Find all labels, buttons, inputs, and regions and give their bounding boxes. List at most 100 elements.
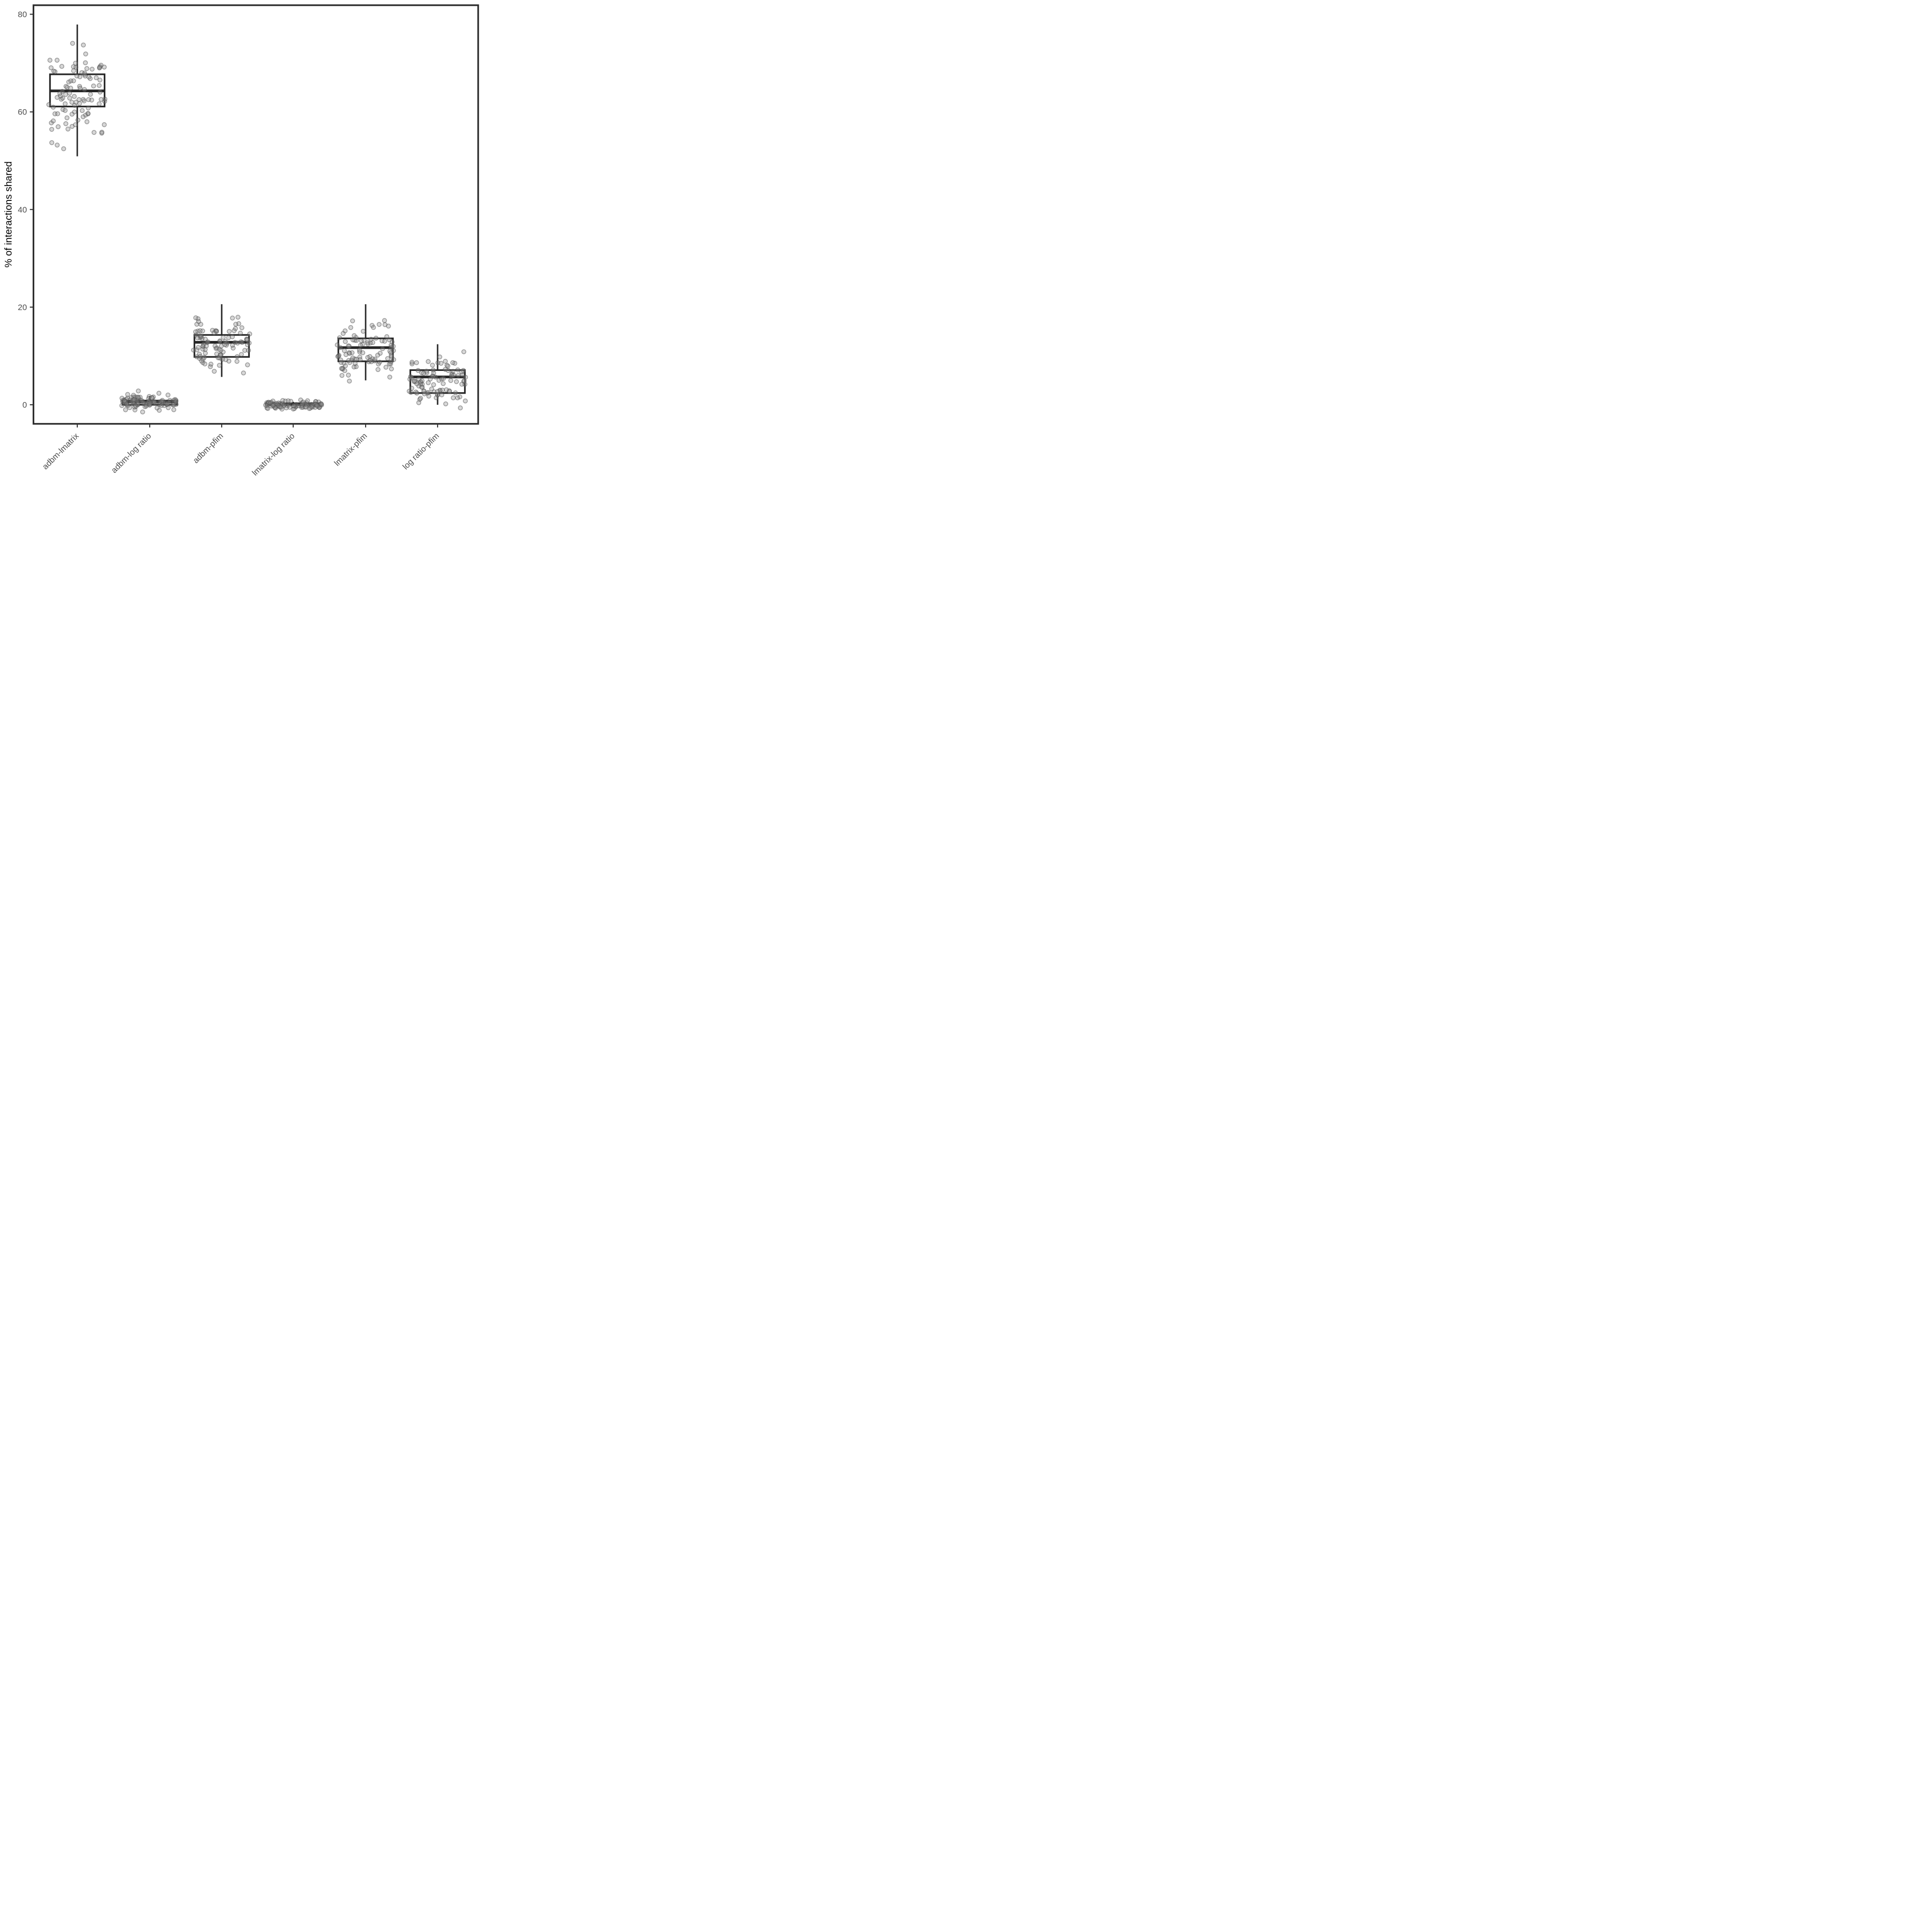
y-tick-label: 60 <box>18 108 27 117</box>
jitter-point <box>433 374 438 380</box>
jitter-point <box>147 402 152 408</box>
jitter-point <box>436 378 441 383</box>
jitter-point <box>365 341 370 347</box>
jitter-point <box>407 388 412 394</box>
jitter-point <box>194 354 199 359</box>
jitter-point <box>71 94 77 99</box>
jitter-point <box>135 394 141 400</box>
jitter-point <box>80 108 85 113</box>
jitter-point <box>122 398 127 404</box>
jitter-point <box>448 378 454 383</box>
jitter-point <box>463 398 468 404</box>
jitter-point <box>155 405 160 411</box>
jitter-point <box>426 380 431 385</box>
jitter-point <box>64 85 70 90</box>
jitter-point <box>219 343 224 349</box>
jitter-point <box>389 366 394 371</box>
jitter-point <box>385 356 390 361</box>
jitter-point <box>314 403 320 409</box>
jitter-point <box>214 328 219 334</box>
jitter-point <box>97 77 102 83</box>
jitter-point <box>459 382 465 387</box>
jitter-point <box>51 69 57 74</box>
jitter-point <box>82 87 87 92</box>
jitter-point <box>82 98 87 104</box>
jitter-point <box>61 146 66 152</box>
jitter-point <box>347 360 353 365</box>
jitter-point <box>351 364 357 369</box>
jitter-point <box>442 358 448 364</box>
jitter-point <box>430 367 436 373</box>
jitter-point <box>220 357 225 362</box>
jitter-point <box>451 395 456 400</box>
jitter-point <box>73 122 78 128</box>
jitter-point <box>83 60 88 66</box>
jitter-point <box>56 124 61 129</box>
jitter-point <box>67 90 72 96</box>
jitter-point <box>216 347 222 352</box>
jitter-point <box>451 372 456 378</box>
jitter-point <box>430 362 435 368</box>
jitter-point <box>68 85 73 91</box>
jitter-point <box>223 339 228 344</box>
jitter-point <box>360 328 366 334</box>
jitter-point <box>338 345 343 350</box>
jitter-point <box>459 369 465 375</box>
jitter-point <box>414 390 420 396</box>
jitter-point <box>196 319 201 324</box>
jitter-point <box>409 359 415 365</box>
jitter-point <box>389 339 395 345</box>
plot-panel <box>32 4 479 425</box>
jitter-point <box>193 315 199 321</box>
jitter-point <box>368 357 373 363</box>
jitter-point <box>159 403 164 408</box>
jitter-point <box>442 367 448 372</box>
jitter-point <box>125 392 130 397</box>
jitter-point <box>64 115 70 121</box>
jitter-point <box>84 119 90 125</box>
jitter-point <box>171 407 176 412</box>
jitter-point <box>65 127 71 132</box>
jitter-point <box>73 60 78 66</box>
jitter-point <box>227 329 232 334</box>
jitter-point <box>299 405 304 410</box>
jitter-point <box>263 402 269 408</box>
jitter-point <box>455 373 461 378</box>
jitter-point <box>119 403 125 408</box>
jitter-point <box>70 112 75 117</box>
jitter-point <box>357 347 362 353</box>
jitter-point <box>431 382 436 387</box>
jitter-point <box>376 322 382 327</box>
jitter-point <box>123 407 128 412</box>
x-tick-label: adbm-pfim <box>191 431 225 465</box>
jitter-point <box>230 315 235 321</box>
jitter-point <box>342 339 348 344</box>
jitter-point <box>191 347 196 353</box>
jitter-point <box>358 342 363 348</box>
jitter-point <box>247 331 253 337</box>
y-tick-label: 80 <box>18 10 27 19</box>
jitter-point <box>371 325 376 330</box>
jitter-point <box>94 75 99 81</box>
jitter-point <box>208 361 213 367</box>
jitter-point <box>81 43 86 48</box>
jitter-point <box>140 400 146 406</box>
jitter-point <box>88 92 93 97</box>
jitter-point <box>82 71 87 76</box>
jitter-point <box>335 354 341 359</box>
jitter-point <box>198 328 203 333</box>
jitter-point <box>370 340 375 345</box>
jitter-point <box>128 401 133 406</box>
jitter-point <box>386 323 391 329</box>
jitter-point <box>49 140 55 145</box>
jitter-point <box>99 129 104 135</box>
jitter-point <box>73 99 79 105</box>
jitter-point <box>380 346 385 352</box>
jitter-point <box>97 101 102 107</box>
jitter-point <box>63 121 69 127</box>
jitter-point <box>350 337 355 342</box>
jitter-point <box>81 114 86 119</box>
jitter-point <box>372 356 378 362</box>
boxplot-chart: % of interactions shared 0 20 40 60 80 adbm-l… <box>3 4 479 477</box>
jitter-point <box>359 338 364 343</box>
